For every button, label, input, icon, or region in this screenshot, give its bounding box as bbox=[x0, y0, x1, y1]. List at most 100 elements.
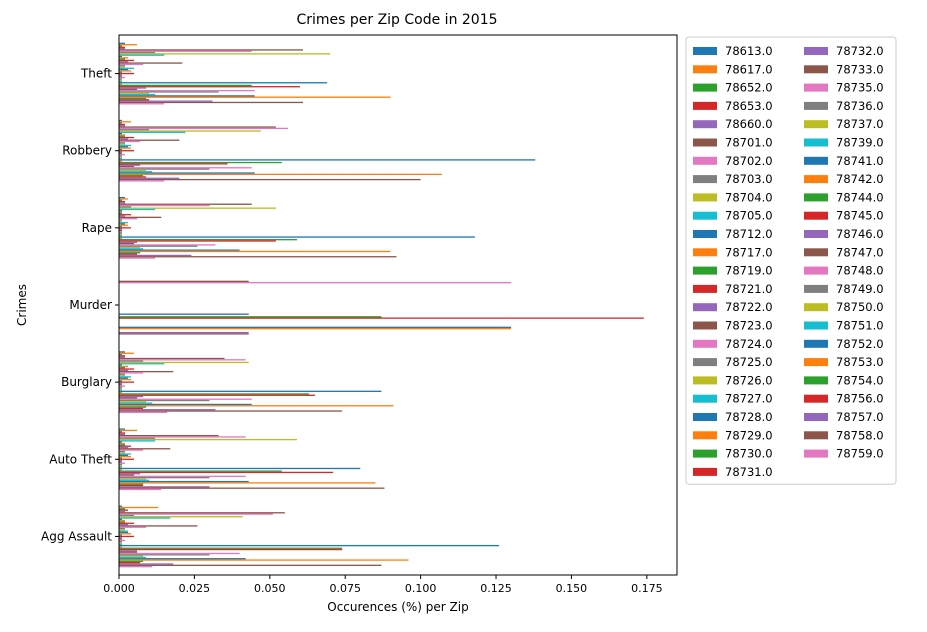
bar-agg-assault-78731-0 bbox=[119, 535, 135, 538]
bar-rape-78729-0 bbox=[119, 224, 129, 226]
bar-burglary-78754-0 bbox=[119, 406, 147, 408]
bar-auto-theft-78753-0 bbox=[119, 482, 376, 484]
bar-burglary-78751-0 bbox=[119, 402, 153, 404]
legend-label: 78653.0 bbox=[725, 99, 773, 113]
legend-label: 78723.0 bbox=[725, 319, 773, 333]
bar-auto-theft-78745-0 bbox=[119, 471, 334, 474]
x-tick-label: 0.075 bbox=[329, 582, 361, 595]
bar-theft-78754-0 bbox=[119, 97, 147, 100]
bar-murder-78752-0 bbox=[119, 326, 512, 328]
bar-agg-assault-78732-0 bbox=[119, 537, 123, 539]
bar-burglary-78722-0 bbox=[119, 369, 129, 371]
bar-murder-78702-0 bbox=[119, 282, 512, 284]
bar-robbery-78749-0 bbox=[119, 168, 210, 170]
bar-theft-78703-0 bbox=[119, 51, 156, 54]
legend-label: 78747.0 bbox=[836, 245, 884, 259]
bar-robbery-78703-0 bbox=[119, 129, 150, 131]
y-tick-label: Burglary bbox=[61, 375, 112, 389]
bar-agg-assault-78753-0 bbox=[119, 559, 409, 561]
bar-auto-theft-78727-0 bbox=[119, 453, 132, 455]
bar-theft-78717-0 bbox=[119, 57, 129, 59]
bar-burglary-78732-0 bbox=[119, 382, 123, 385]
legend-label: 78746.0 bbox=[836, 227, 884, 241]
bar-auto-theft-78735-0 bbox=[119, 462, 126, 464]
bar-robbery-78653-0 bbox=[119, 123, 126, 126]
bar-theft-78737-0 bbox=[119, 79, 123, 81]
bar-theft-78756-0 bbox=[119, 99, 150, 101]
bar-agg-assault-78750-0 bbox=[119, 555, 144, 557]
legend-swatch bbox=[693, 193, 717, 202]
bar-auto-theft-78660-0 bbox=[119, 433, 126, 435]
bar-rape-78736-0 bbox=[119, 232, 123, 234]
bar-burglary-78739-0 bbox=[119, 389, 123, 391]
legend-swatch bbox=[804, 156, 828, 165]
bar-burglary-78724-0 bbox=[119, 372, 144, 374]
bar-agg-assault-78724-0 bbox=[119, 526, 147, 528]
bar-rape-78750-0 bbox=[119, 246, 141, 249]
legend-swatch bbox=[804, 413, 828, 421]
bar-robbery-78759-0 bbox=[119, 180, 165, 182]
legend-label: 78741.0 bbox=[836, 154, 884, 168]
bar-theft-78723-0 bbox=[119, 62, 183, 64]
bar-theft-78705-0 bbox=[119, 54, 165, 56]
bar-rape-78719-0 bbox=[119, 212, 123, 215]
x-tick-label: 0.000 bbox=[103, 582, 135, 595]
legend-label: 78736.0 bbox=[836, 99, 884, 113]
bar-rape-78756-0 bbox=[119, 253, 138, 255]
legend-swatch bbox=[693, 467, 717, 476]
bar-auto-theft-78750-0 bbox=[119, 478, 147, 480]
legend-swatch bbox=[804, 47, 828, 55]
bar-burglary-78728-0 bbox=[119, 377, 129, 379]
bar-robbery-78704-0 bbox=[119, 130, 261, 132]
legend-swatch bbox=[693, 230, 717, 238]
legend-swatch bbox=[693, 431, 717, 440]
legend-swatch bbox=[693, 413, 717, 421]
bar-rape-78753-0 bbox=[119, 250, 391, 253]
bar-agg-assault-78739-0 bbox=[119, 543, 123, 545]
bar-auto-theft-78754-0 bbox=[119, 483, 144, 485]
legend-swatch bbox=[693, 156, 717, 165]
bar-theft-78736-0 bbox=[119, 78, 123, 80]
bar-agg-assault-78719-0 bbox=[119, 521, 126, 523]
bar-burglary-78701-0 bbox=[119, 357, 225, 360]
bar-rape-78751-0 bbox=[119, 248, 144, 250]
bar-rape-78757-0 bbox=[119, 254, 192, 257]
bar-auto-theft-78712-0 bbox=[119, 441, 123, 443]
bar-theft-78724-0 bbox=[119, 63, 144, 66]
bar-auto-theft-78752-0 bbox=[119, 480, 249, 483]
bar-agg-assault-78735-0 bbox=[119, 539, 126, 542]
bar-theft-78729-0 bbox=[119, 70, 132, 72]
bar-rape-78702-0 bbox=[119, 204, 210, 207]
x-tick-label: 0.175 bbox=[631, 582, 663, 595]
bar-robbery-78725-0 bbox=[119, 142, 126, 144]
bar-burglary-78727-0 bbox=[119, 376, 132, 378]
bar-agg-assault-78729-0 bbox=[119, 533, 132, 535]
legend-label: 78735.0 bbox=[836, 81, 884, 95]
legend-label: 78725.0 bbox=[725, 355, 773, 369]
bar-burglary-78730-0 bbox=[119, 380, 123, 382]
bar-agg-assault-78617-0 bbox=[119, 506, 159, 509]
legend-swatch bbox=[804, 303, 828, 312]
legend-label: 78748.0 bbox=[836, 264, 884, 278]
legend-label: 78759.0 bbox=[836, 447, 884, 461]
bar-robbery-78737-0 bbox=[119, 156, 123, 158]
bar-robbery-78753-0 bbox=[119, 173, 442, 175]
bar-burglary-78757-0 bbox=[119, 409, 216, 411]
legend-swatch bbox=[804, 230, 828, 238]
legend-label: 78712.0 bbox=[725, 227, 773, 241]
legend: 78613.0 78617.0 78652.0 78653.0 78660.0 78701… bbox=[685, 36, 897, 485]
bar-rape-78731-0 bbox=[119, 227, 132, 229]
bar-agg-assault-78722-0 bbox=[119, 523, 129, 526]
bar-murder-78753-0 bbox=[119, 327, 512, 330]
legend-label: 78742.0 bbox=[836, 172, 884, 186]
y-tick-label: Robbery bbox=[62, 144, 112, 158]
bar-theft-78725-0 bbox=[119, 65, 126, 67]
bar-robbery-78739-0 bbox=[119, 157, 123, 160]
legend-label: 78617.0 bbox=[725, 62, 773, 76]
bar-rape-78758-0 bbox=[119, 256, 397, 258]
bar-robbery-78724-0 bbox=[119, 140, 141, 143]
bar-agg-assault-78733-0 bbox=[119, 538, 123, 540]
bar-agg-assault-78744-0 bbox=[119, 547, 343, 549]
bar-robbery-78757-0 bbox=[119, 177, 180, 179]
legend-label: 78730.0 bbox=[725, 447, 773, 461]
